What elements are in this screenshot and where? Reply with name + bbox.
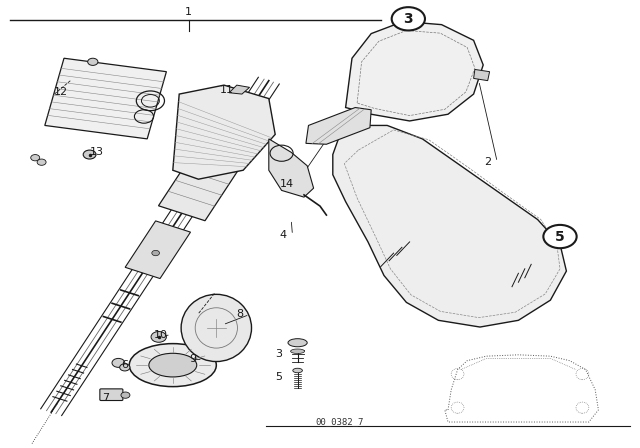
Text: 9: 9 xyxy=(189,354,197,364)
Polygon shape xyxy=(45,58,166,139)
Polygon shape xyxy=(159,133,253,221)
Ellipse shape xyxy=(292,368,302,373)
Circle shape xyxy=(392,7,425,30)
Circle shape xyxy=(543,225,577,248)
Text: 11: 11 xyxy=(220,85,234,95)
Text: 5: 5 xyxy=(275,372,282,382)
Circle shape xyxy=(37,159,46,165)
Polygon shape xyxy=(333,110,566,327)
Text: 7: 7 xyxy=(102,393,109,403)
Polygon shape xyxy=(474,69,490,81)
Ellipse shape xyxy=(129,344,216,387)
Circle shape xyxy=(83,150,96,159)
Circle shape xyxy=(151,332,166,342)
Polygon shape xyxy=(269,139,314,197)
Circle shape xyxy=(120,364,130,371)
Polygon shape xyxy=(346,22,483,121)
Text: 2: 2 xyxy=(484,157,492,167)
Text: 6: 6 xyxy=(122,360,128,370)
Text: 13: 13 xyxy=(90,147,104,157)
Circle shape xyxy=(112,358,125,367)
Circle shape xyxy=(152,250,159,256)
Text: 3: 3 xyxy=(403,12,413,26)
Circle shape xyxy=(121,392,130,398)
Circle shape xyxy=(88,58,98,65)
Circle shape xyxy=(31,155,40,161)
FancyBboxPatch shape xyxy=(100,389,123,401)
Polygon shape xyxy=(306,108,371,144)
Ellipse shape xyxy=(288,339,307,347)
Ellipse shape xyxy=(291,349,305,353)
Polygon shape xyxy=(173,85,275,179)
Text: 10: 10 xyxy=(154,330,168,340)
Text: 00_0382_7: 00_0382_7 xyxy=(315,418,364,426)
Text: 14: 14 xyxy=(280,179,294,189)
Text: 12: 12 xyxy=(54,87,68,97)
Text: 1: 1 xyxy=(186,7,192,17)
Ellipse shape xyxy=(181,294,252,362)
Polygon shape xyxy=(229,85,250,94)
Polygon shape xyxy=(125,221,191,279)
Ellipse shape xyxy=(149,353,196,377)
Text: 3: 3 xyxy=(275,349,282,359)
Text: 5: 5 xyxy=(555,229,565,244)
Text: 8: 8 xyxy=(236,310,244,319)
Text: 4: 4 xyxy=(279,230,287,240)
